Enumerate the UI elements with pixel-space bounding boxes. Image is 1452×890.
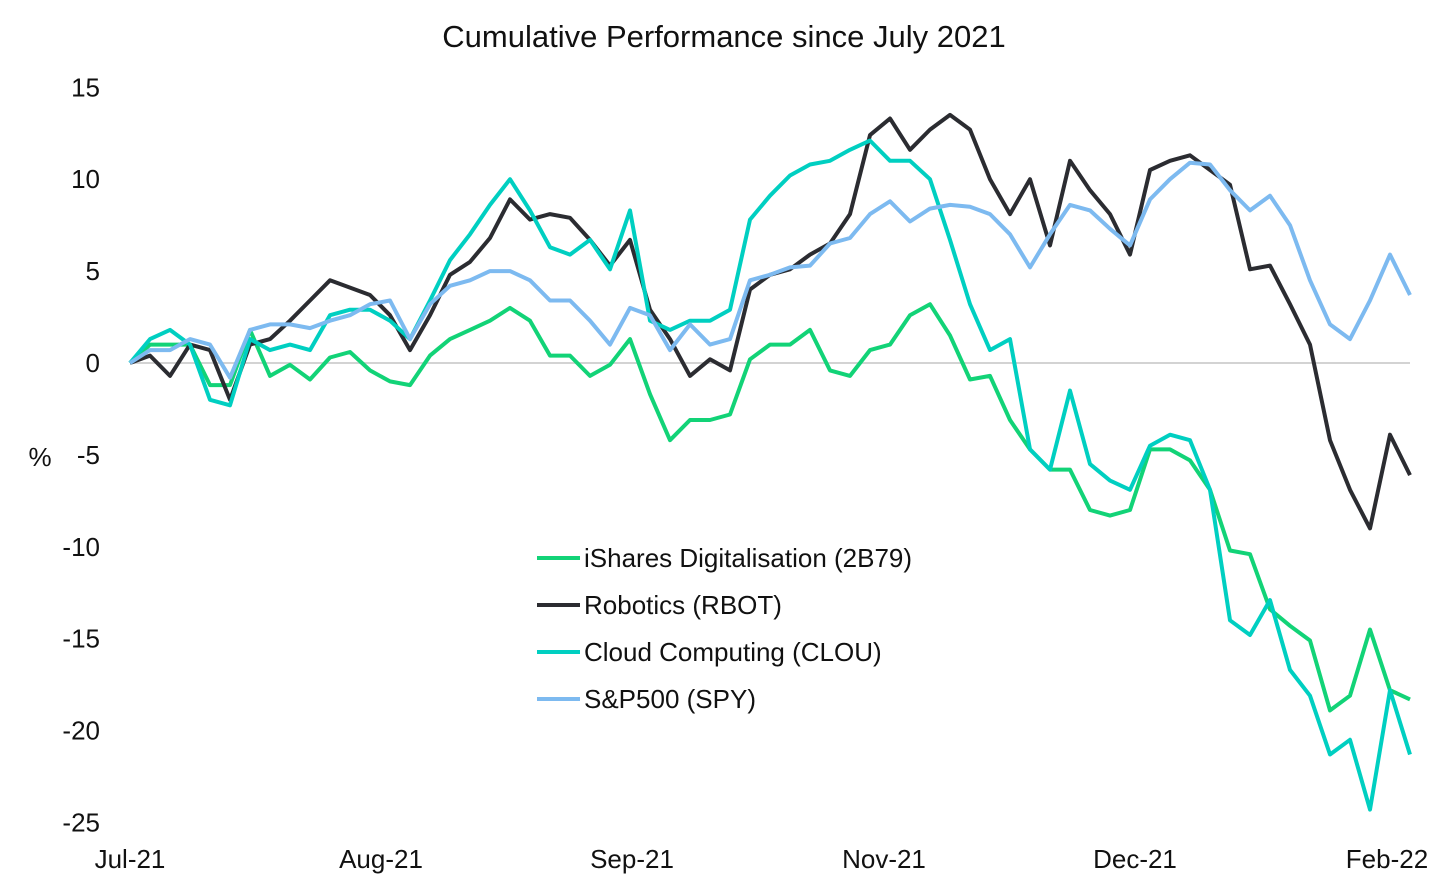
x-tick-label: Dec-21: [1093, 844, 1177, 874]
y-tick-label: 15: [71, 72, 100, 102]
x-axis: Jul-21 Aug-21 Sep-21 Nov-21 Dec-21 Feb-22: [95, 844, 1429, 874]
x-tick-label: Aug-21: [339, 844, 423, 874]
legend-label: S&P500 (SPY): [584, 684, 756, 714]
legend-label: Cloud Computing (CLOU): [584, 637, 882, 667]
chart-title: Cumulative Performance since July 2021: [442, 19, 1005, 54]
legend: iShares Digitalisation (2B79) Robotics (R…: [537, 543, 912, 714]
series-line: [128, 138, 1412, 812]
y-tick-label: -5: [77, 440, 100, 470]
x-tick-label: Nov-21: [842, 844, 926, 874]
legend-label: iShares Digitalisation (2B79): [584, 543, 912, 573]
y-axis: 15 10 5 0 -5 -10 -15 -20 -25: [62, 72, 100, 837]
series-line: [128, 302, 1411, 713]
y-axis-label: %: [28, 442, 51, 472]
x-tick-label: Jul-21: [95, 844, 166, 874]
y-tick-label: -15: [62, 624, 100, 654]
series-lines: [128, 112, 1412, 812]
x-tick-label: Feb-22: [1346, 844, 1428, 874]
y-tick-label: 10: [71, 164, 100, 194]
legend-label: Robotics (RBOT): [584, 590, 782, 620]
y-tick-label: 0: [86, 348, 100, 378]
y-tick-label: -25: [62, 808, 100, 838]
y-tick-label: -20: [62, 716, 100, 746]
y-tick-label: -10: [62, 532, 100, 562]
y-tick-label: 5: [86, 256, 100, 286]
x-tick-label: Sep-21: [590, 844, 674, 874]
series-line: [128, 160, 1412, 380]
